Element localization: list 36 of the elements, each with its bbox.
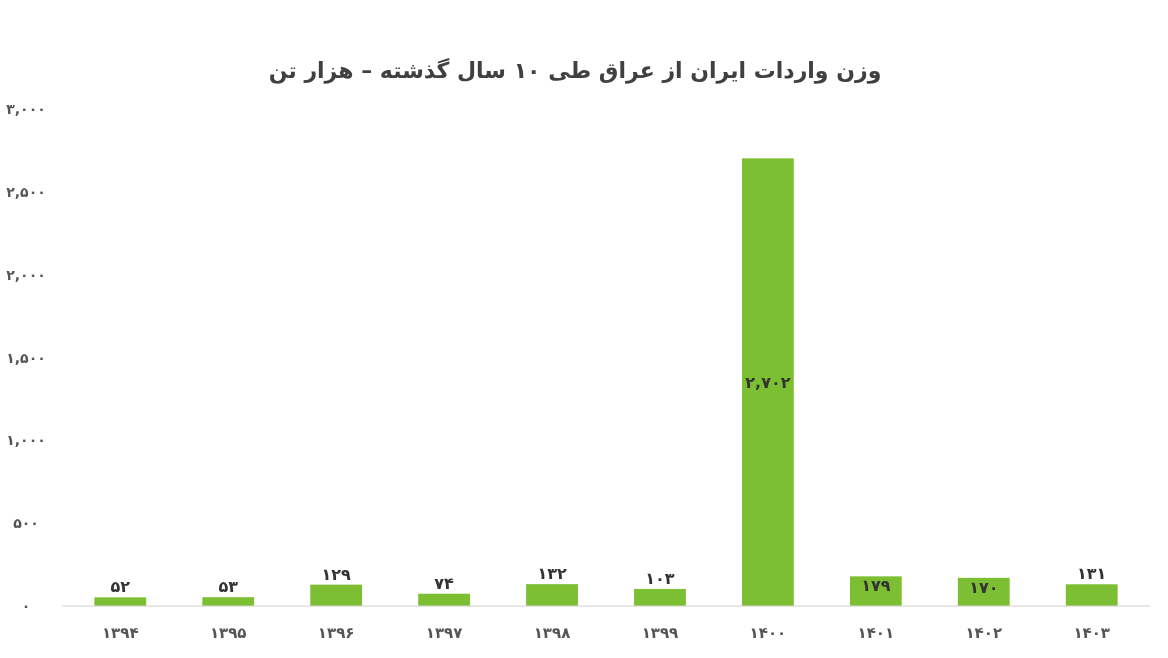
data-label: ۱۰۳ [645, 568, 675, 588]
y-tick-label: ۱,۰۰۰ [6, 432, 46, 449]
bar [1065, 584, 1118, 606]
bar [634, 588, 686, 606]
x-tick-label: ۱۳۹۸ [533, 624, 571, 642]
data-label: ۱۷۹ [861, 576, 891, 596]
chart-title: وزن واردات ایران از عراق طی ۱۰ سال گذشته – هزار تن [268, 57, 882, 84]
bar [94, 597, 147, 606]
data-label: ۱۲۹ [321, 564, 352, 584]
y-tick-label: ۱,۵۰۰ [6, 349, 46, 366]
data-label: ۱۳۲ [537, 564, 567, 584]
y-tick-label: ۰ [21, 598, 31, 614]
bar [310, 584, 363, 606]
x-tick-label: ۱۳۹۷ [425, 624, 463, 642]
x-tick-label: ۱۳۹۹ [641, 624, 679, 642]
y-tick-label: ۲,۵۰۰ [6, 183, 46, 200]
bar [526, 584, 578, 606]
bar [202, 597, 255, 606]
x-tick-label: ۱۴۰۳ [1073, 624, 1111, 642]
x-tick-label: ۱۴۰۲ [965, 624, 1003, 642]
x-tick-label: ۱۴۰۰ [749, 624, 787, 642]
data-label: ۱۷۰ [969, 577, 999, 597]
data-label: ۵۳ [218, 577, 239, 597]
x-tick-label: ۱۳۹۴ [101, 624, 139, 642]
data-label: ۵۲ [110, 577, 131, 597]
bar [742, 158, 794, 606]
data-label: ۲,۷۰۲ [745, 373, 791, 393]
x-tick-label: ۱۴۰۱ [857, 624, 895, 642]
data-label: ۷۴ [434, 573, 455, 593]
y-tick-label: ۵۰۰ [13, 515, 39, 532]
data-label: ۱۳۱ [1077, 564, 1107, 584]
x-tick-label: ۱۳۹۵ [209, 624, 247, 642]
x-tick-label: ۱۳۹۶ [317, 624, 355, 642]
y-tick-label: ۳,۰۰۰ [6, 101, 46, 117]
y-tick-label: ۲,۰۰۰ [6, 266, 46, 283]
bar [418, 593, 470, 606]
